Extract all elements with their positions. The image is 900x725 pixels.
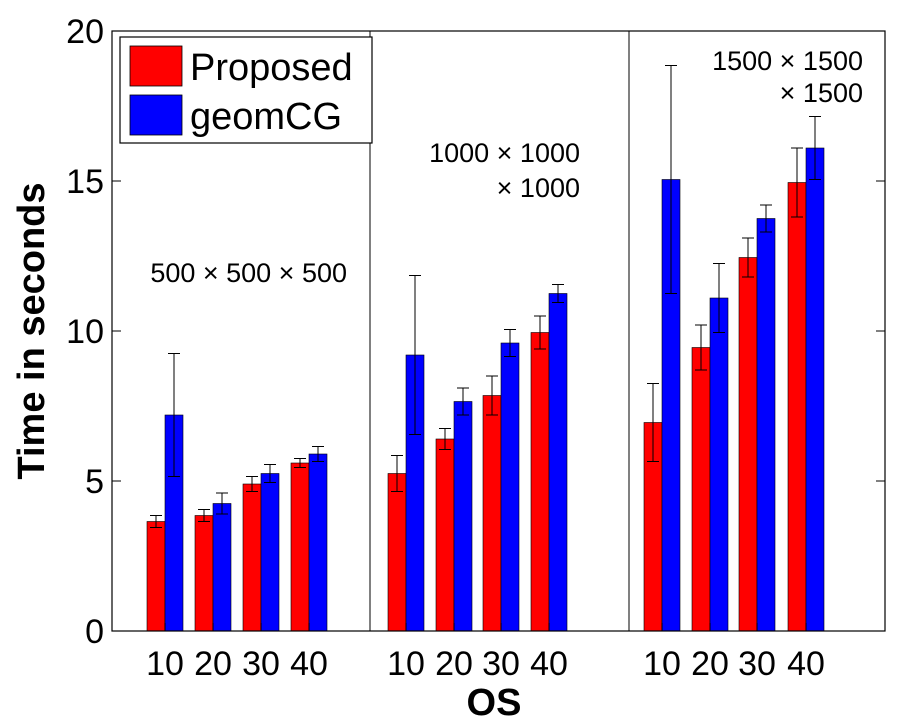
bar-geomcg-4 — [308, 453, 328, 632]
legend-swatch-geomcg — [129, 94, 183, 136]
x-tick-label-6: 20 — [435, 645, 473, 683]
error-bar-geomcg-1 — [168, 353, 180, 477]
y-tick-label-0: 0 — [85, 613, 104, 651]
bar-proposed-5 — [387, 473, 407, 632]
legend-swatch-proposed — [129, 45, 183, 87]
bar-geomcg-2 — [212, 503, 232, 632]
bar-geomcg-12 — [805, 147, 825, 632]
bar-proposed-3 — [242, 483, 262, 632]
bar-proposed-1 — [146, 521, 166, 632]
error-bar-proposed-5 — [391, 455, 403, 492]
y-tick-label-10: 10 — [66, 313, 104, 351]
error-bar-proposed-1 — [150, 515, 162, 528]
error-bar-geomcg-3 — [264, 464, 276, 483]
bar-geomcg-6 — [453, 401, 473, 632]
error-bar-geomcg-11 — [760, 204, 772, 233]
bar-proposed-2 — [194, 515, 214, 632]
error-bar-geomcg-6 — [457, 387, 469, 416]
x-tick-label-9: 10 — [643, 645, 681, 683]
error-bar-geomcg-5 — [409, 275, 421, 435]
legend: Proposed geomCG — [119, 36, 373, 144]
error-bar-proposed-10 — [695, 324, 707, 371]
y-tick-label-5: 5 — [85, 463, 104, 501]
group-annotation-2-line-1: 1000 × 1000 — [429, 138, 580, 168]
error-bar-proposed-7 — [486, 375, 498, 416]
x-tick-label-12: 40 — [787, 645, 825, 683]
bar-geomcg-8 — [548, 293, 568, 632]
error-bar-proposed-9 — [647, 383, 659, 462]
error-bar-geomcg-8 — [552, 284, 564, 303]
error-bar-geomcg-2 — [216, 492, 228, 515]
error-bar-proposed-6 — [439, 428, 451, 450]
x-tick-label-1: 10 — [146, 645, 184, 683]
x-tick-label-10: 20 — [691, 645, 729, 683]
error-bar-proposed-12 — [791, 147, 803, 218]
error-bar-geomcg-12 — [809, 116, 821, 180]
bar-proposed-4 — [290, 462, 310, 632]
bar-proposed-6 — [435, 438, 455, 632]
x-tick-label-4: 40 — [290, 645, 328, 683]
x-tick-label-3: 30 — [242, 645, 280, 683]
y-axis-label: Time in seconds — [11, 182, 53, 479]
legend-label-geomcg: geomCG — [190, 96, 342, 138]
error-bar-proposed-2 — [198, 509, 210, 522]
error-bar-proposed-4 — [294, 458, 306, 468]
error-bar-geomcg-10 — [713, 263, 725, 333]
y-tick-label-15: 15 — [66, 163, 104, 201]
bar-proposed-10 — [691, 347, 711, 632]
x-tick-label-7: 30 — [482, 645, 520, 683]
group-annotation-3-line-1: 1500 × 1500 — [712, 46, 863, 76]
group-annotation-2-line-2: × 1000 — [497, 173, 580, 203]
bar-proposed-12 — [787, 182, 807, 632]
group-annotation-3-line-2: × 1500 — [780, 78, 863, 108]
bar-geomcg-10 — [709, 297, 729, 632]
bar-proposed-7 — [482, 395, 502, 632]
legend-label-proposed: Proposed — [190, 47, 353, 89]
bars-layer — [146, 147, 825, 632]
bar-geomcg-3 — [260, 473, 280, 632]
group-annotations: 500 × 500 × 500 1000 × 1000 × 1000 1500 × 1… — [150, 46, 863, 288]
error-bars-layer — [150, 65, 821, 528]
x-tick-label-11: 30 — [738, 645, 776, 683]
y-tick-label-20: 20 — [66, 13, 104, 51]
error-bar-geomcg-7 — [504, 329, 516, 357]
x-tick-label-5: 10 — [387, 645, 425, 683]
error-bar-geomcg-4 — [312, 446, 324, 462]
x-tick-label-8: 40 — [530, 645, 568, 683]
group-annotation-1-line-1: 500 × 500 × 500 — [150, 258, 347, 288]
bar-geomcg-11 — [756, 218, 776, 632]
error-bar-proposed-11 — [742, 237, 754, 278]
error-bar-proposed-8 — [534, 315, 546, 350]
error-bar-proposed-3 — [246, 476, 258, 492]
bar-geomcg-7 — [500, 342, 520, 632]
bar-proposed-11 — [738, 257, 758, 632]
x-tick-label-2: 20 — [194, 645, 232, 683]
error-bar-geomcg-9 — [665, 65, 677, 294]
bar-proposed-8 — [530, 332, 550, 632]
x-axis-label: OS — [467, 682, 522, 724]
